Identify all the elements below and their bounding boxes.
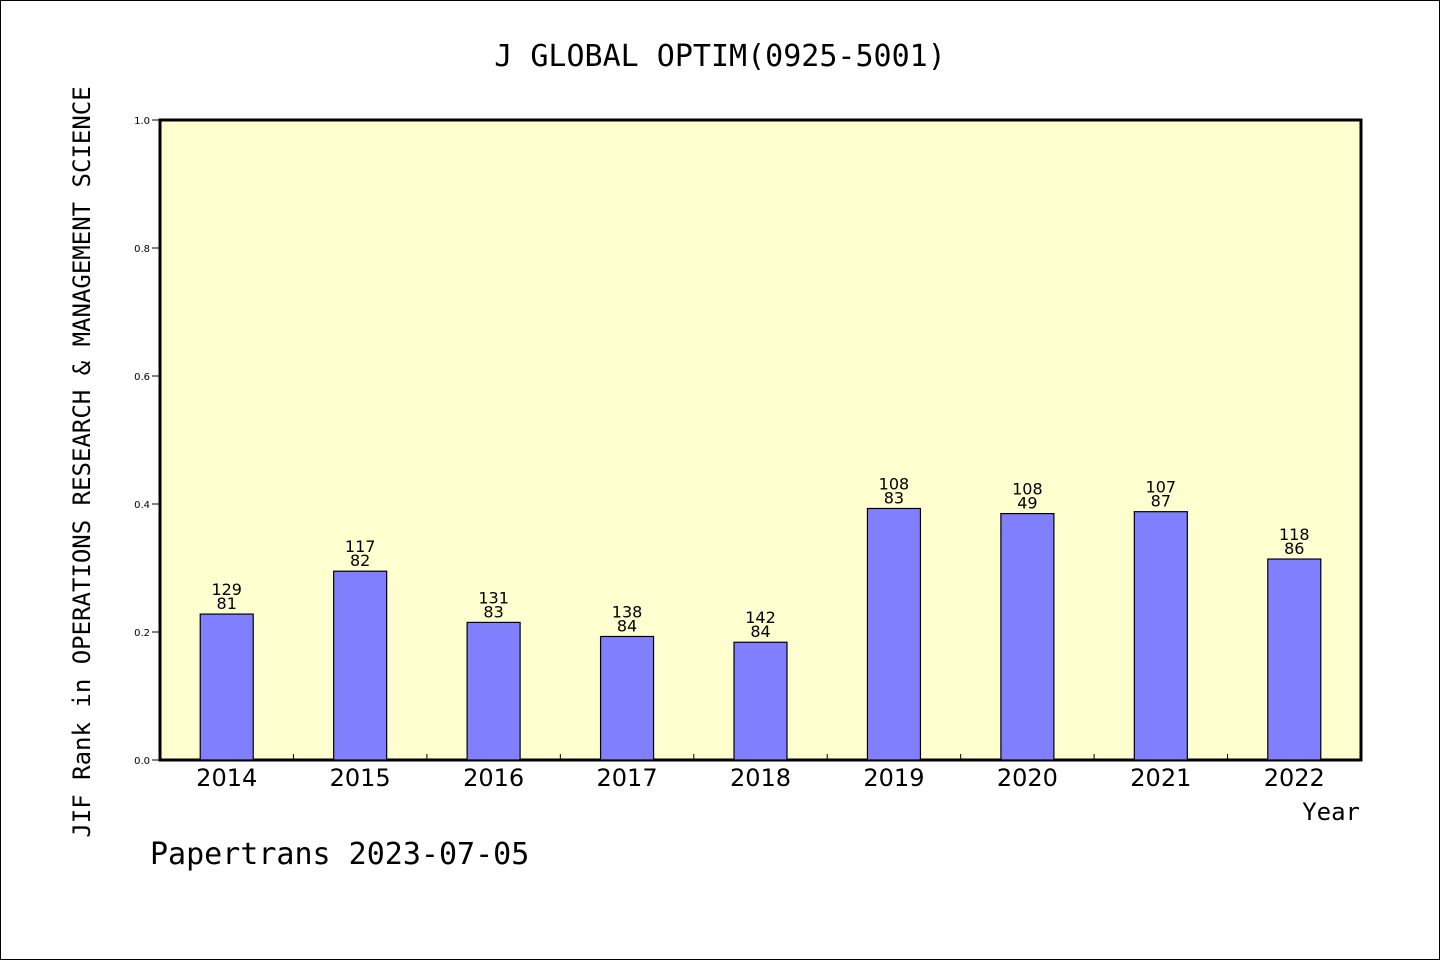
- bar-label-total-2017: 138: [612, 602, 643, 621]
- bar-label-total-2021: 107: [1146, 478, 1177, 497]
- bar-label-total-2022: 118: [1279, 525, 1310, 544]
- y-ticks-group: 0.0 0.2 0.4 0.6 0.8 1.0: [134, 116, 160, 767]
- y-axis-label: JIF Rank in OPERATIONS RESEARCH & MANAGE…: [68, 86, 96, 837]
- bar-label-total-2016: 131: [478, 588, 509, 607]
- bar-label-total-2019: 108: [879, 474, 910, 493]
- x-ticks-group: 2014 2015 2016 2017 2018 2019 2020 2021 2022: [196, 754, 1325, 792]
- bar-label-total-2014: 129: [211, 580, 242, 599]
- bar-2019: [866, 507, 922, 761]
- footer-credit: Papertrans 2023-07-05: [150, 837, 529, 872]
- bar-2020: [1000, 512, 1055, 761]
- x-tick-label-2016: 2016: [463, 764, 524, 792]
- bar-2016: [466, 621, 521, 761]
- x-tick-label-2021: 2021: [1130, 764, 1191, 792]
- x-tick-label-2022: 2022: [1264, 764, 1325, 792]
- bar-label-rank-2017: 84: [617, 616, 637, 635]
- bar-2015: [333, 570, 388, 761]
- bar-label-rank-2014: 81: [217, 594, 237, 613]
- bar-label-rank-2015: 82: [350, 551, 370, 570]
- bar-label-rank-2019: 83: [884, 488, 904, 507]
- x-tick-label-2018: 2018: [730, 764, 791, 792]
- bar-2022: [1267, 558, 1322, 761]
- x-tick-label-2014: 2014: [196, 764, 257, 792]
- bars-group: [199, 507, 1322, 761]
- bar-label-total-2015: 117: [345, 537, 376, 556]
- y-tick-label: 0.0: [134, 756, 150, 767]
- y-tick-label: 0.4: [134, 500, 150, 511]
- x-tick-label-2020: 2020: [997, 764, 1058, 792]
- bar-label-rank-2022: 86: [1284, 539, 1304, 558]
- y-tick-label: 0.6: [134, 372, 150, 383]
- bar-label-rank-2020: 49: [1017, 494, 1037, 513]
- bar-label-rank-2016: 83: [483, 602, 503, 621]
- bar-label-total-2018: 142: [745, 608, 776, 627]
- bar-label-rank-2021: 87: [1151, 492, 1171, 511]
- y-tick-label: 0.8: [134, 244, 150, 255]
- chart-title: J GLOBAL OPTIM(0925-5001): [494, 39, 946, 74]
- x-tick-label-2019: 2019: [863, 764, 924, 792]
- bar-2017: [599, 635, 655, 761]
- bar-label-total-2020: 108: [1012, 480, 1043, 499]
- bar-2014: [199, 613, 254, 761]
- bar-label-rank-2018: 84: [750, 622, 770, 641]
- x-tick-label-2017: 2017: [597, 764, 658, 792]
- y-tick-label: 0.2: [134, 628, 150, 639]
- y-tick-label: 1.0: [134, 116, 150, 127]
- x-tick-label-2015: 2015: [330, 764, 391, 792]
- bar-2018: [733, 641, 788, 761]
- bar-2021: [1133, 511, 1188, 761]
- x-axis-label: Year: [1302, 798, 1360, 826]
